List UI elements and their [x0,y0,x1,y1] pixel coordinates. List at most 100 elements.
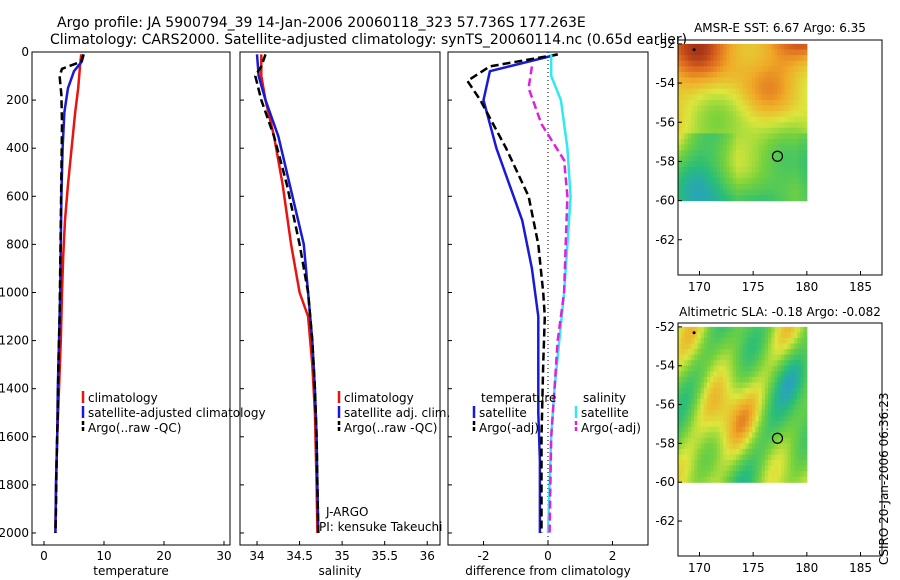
temperature-y-tick-label: 600 [6,189,29,203]
sla_map-cell [726,476,731,483]
sst_map-cell [713,144,718,151]
sla_map-cell [755,471,760,478]
sst_map-cell [707,139,711,146]
sla_map-cell [755,399,760,406]
sst_map-cell [681,60,685,67]
sst_map-cell [748,178,753,185]
sla_map-cell [758,410,763,417]
sst_map-cell [678,183,682,190]
sla_map-cell [684,349,689,356]
sla_map-cell [755,338,760,345]
sla_map-cell [678,338,682,345]
sst_map-cell [736,94,740,101]
sst_map-cell [729,133,734,140]
sla_map-cell [768,371,772,378]
sst_map-coast-dot [692,48,696,52]
sst_map-cell [716,94,721,101]
sla_map-cell [758,460,763,467]
sst_map-cell [684,105,689,112]
sla_map-cell [703,443,708,450]
sst_map-cell [713,133,718,140]
sla_map-cell [790,415,795,422]
sla_map-cell [790,399,795,406]
sst_map-cell [684,189,689,196]
sla_map-cell [774,399,779,406]
sst_map-cell [710,49,714,56]
sla_map-cell [729,332,734,339]
sla_map-cell [781,471,785,478]
sla_map-cell [745,387,750,394]
sst_map-cell [700,111,705,118]
sst_map-cell [771,178,776,185]
sst_map-cell [694,116,698,123]
sst_map-cell [703,139,708,146]
sla_map-cell [739,399,743,406]
sla_map-cell [777,471,782,478]
sla_map-cell [678,332,682,339]
sst_map-cell [719,150,724,157]
sla_map-cell [684,471,689,478]
sst_map-cell [765,161,769,168]
sla_map-cell [765,354,769,361]
sst_map-cell [723,83,727,90]
sla_map-cell [710,365,714,372]
sla_map-cell [787,460,792,467]
sla_map-cell [797,376,801,383]
sst_map-cell [694,167,698,174]
sla_map-cell [800,410,805,417]
sst_map-cell [787,150,792,157]
sst_map-cell [742,167,747,174]
sla_map-cell [777,387,782,394]
sst_map-cell [739,155,743,162]
sst_map-cell [787,99,792,107]
sla_map-cell [787,476,792,483]
sla_map-cell [700,376,705,383]
sst_map-cell [790,111,795,118]
sst_map-cell [752,116,756,123]
sst_map-cell [784,172,789,179]
sst_map-cell [794,99,798,107]
sla_map-cell [732,410,737,417]
sla_map-cell [739,343,743,350]
sst_map-cell [690,178,695,185]
sla_map-cell [752,382,756,389]
sst_map-cell [797,144,801,151]
sst_map-cell [771,127,776,134]
sst_map-cell [790,133,795,140]
sla_map-cell [726,421,731,428]
sla_map-cell [690,432,695,439]
sst_map-cell [755,183,760,190]
sst_map-cell [713,122,718,129]
float-pi-note: PI: kensuke Takeuchi [319,520,442,534]
sla_map-cell [803,421,808,428]
sst_map-cell [703,127,708,134]
sla_map-cell [739,349,743,356]
sla_map-cell [697,338,702,345]
sla_map-cell [784,404,789,411]
sla_map-cell [736,448,740,455]
sst_map-cell [732,77,737,84]
sla_map-cell [768,454,772,461]
sst_map-cell [777,77,782,84]
sla_map-cell [771,454,776,461]
temperature-legend-label: climatology [88,391,158,405]
sst_map-cell [690,55,695,62]
sst_map-cell [713,77,718,84]
difference-legend-label: satellite [479,406,527,420]
sst_map-cell [787,133,792,140]
sst_map-cell [755,122,760,129]
sla_map-cell [752,421,756,428]
sst_map-cell [745,71,750,79]
sst_map-cell [703,77,708,84]
sst_map-cell [713,94,718,101]
sst_map-cell [803,99,808,107]
sla_map-cell [713,426,718,433]
sla_map-cell [732,460,737,467]
sst_map-cell [777,189,782,196]
sst_map-cell [729,43,734,51]
sla_map-cell [774,421,779,428]
sla_map-cell [752,376,756,383]
sst_map-cell [681,88,685,95]
sst_map-cell [758,71,763,79]
sst_map-cell [703,49,708,56]
